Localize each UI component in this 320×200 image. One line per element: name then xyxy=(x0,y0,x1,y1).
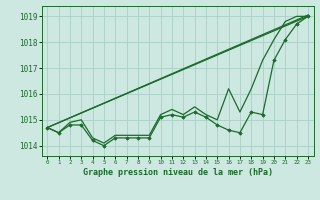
X-axis label: Graphe pression niveau de la mer (hPa): Graphe pression niveau de la mer (hPa) xyxy=(83,168,273,177)
